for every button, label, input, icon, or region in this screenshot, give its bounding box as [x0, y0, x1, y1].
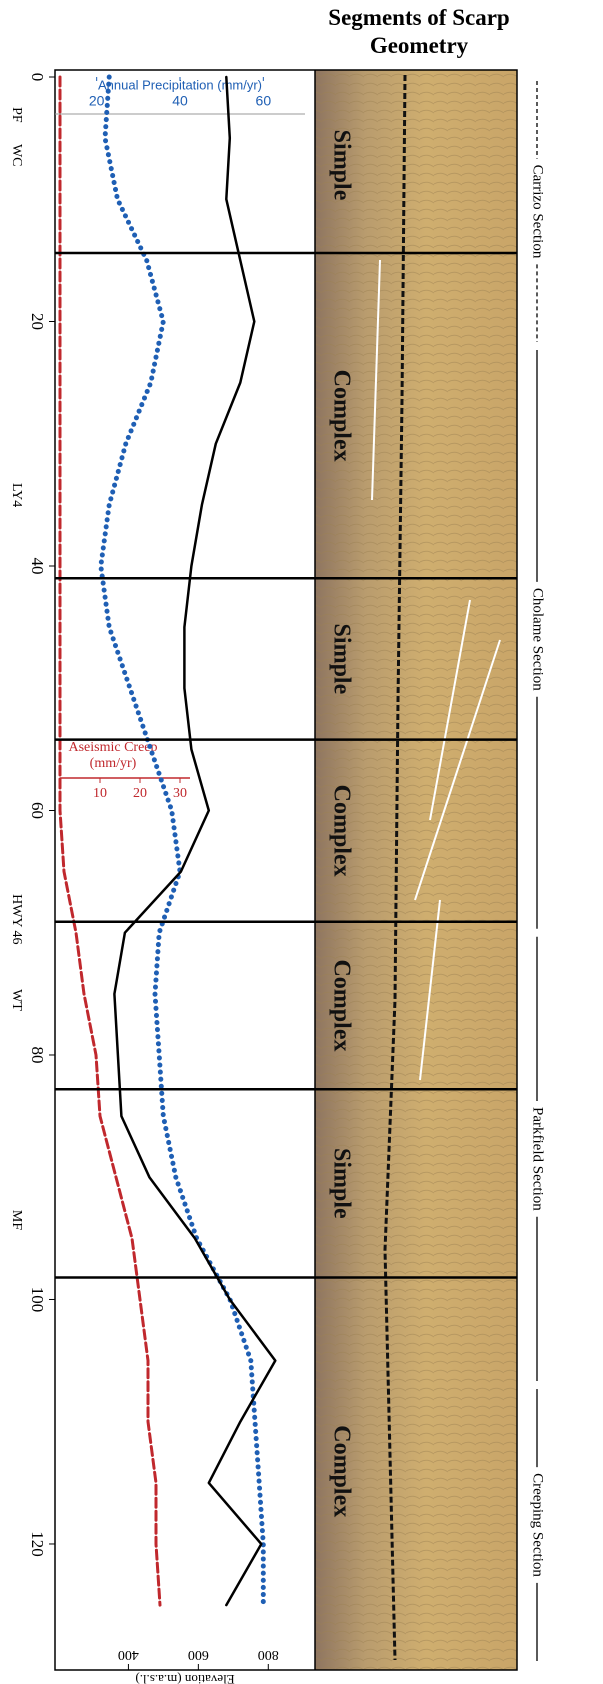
segment-label: Simple: [328, 624, 354, 695]
segment-label: Complex: [328, 1425, 354, 1517]
landmark-label: MF: [9, 1210, 24, 1230]
tick-label: 400: [118, 1647, 139, 1662]
landmark-label: WC: [9, 144, 24, 167]
section-label: Carrizo Section: [530, 165, 546, 259]
axis-title-box: Aseismic Creep (mm/yr): [58, 740, 188, 776]
figure: 020406080100120PFWCLY4HWY 46WTMFAnnual P…: [0, 0, 603, 1684]
segment-label: Complex: [328, 370, 354, 462]
tick-label: 40: [172, 93, 188, 109]
section-label: Cholame Section: [530, 588, 546, 691]
section-label: Creeping Section: [530, 1473, 546, 1577]
title: Segments of Scarp Geometry: [318, 4, 520, 60]
x-tick-label: 120: [28, 1531, 47, 1557]
tick-label: 20: [133, 786, 147, 801]
series-line: [60, 77, 160, 1605]
tick-label: 10: [93, 786, 107, 801]
x-tick-label: 100: [28, 1287, 47, 1313]
x-tick-label: 80: [28, 1046, 47, 1063]
tick-label: 30: [173, 786, 187, 801]
tick-label: 600: [188, 1647, 209, 1662]
segment-label: Complex: [328, 959, 354, 1051]
segment-label: Complex: [328, 785, 354, 877]
series-line: [101, 77, 263, 1605]
x-tick-label: 40: [28, 557, 47, 574]
landmark-label: PF: [9, 107, 24, 123]
landmark-label: WT: [9, 989, 24, 1011]
x-tick-label: 60: [28, 802, 47, 819]
axis-title: Elevation (m.a.s.l.): [135, 1672, 234, 1684]
chart: 020406080100120PFWCLY4HWY 46WTMFAnnual P…: [0, 0, 603, 1684]
segment-label: Simple: [328, 1148, 354, 1219]
section-label: Parkfield Section: [530, 1107, 546, 1211]
x-tick-label: 0: [28, 73, 47, 82]
tick-label: 60: [256, 93, 272, 109]
tick-label: 800: [258, 1647, 279, 1662]
x-tick-label: 20: [28, 313, 47, 330]
segment-label: Simple: [328, 130, 354, 201]
landmark-label: LY4: [9, 483, 24, 507]
tick-label: 20: [89, 93, 105, 109]
landmark-label: HWY 46: [9, 894, 24, 944]
